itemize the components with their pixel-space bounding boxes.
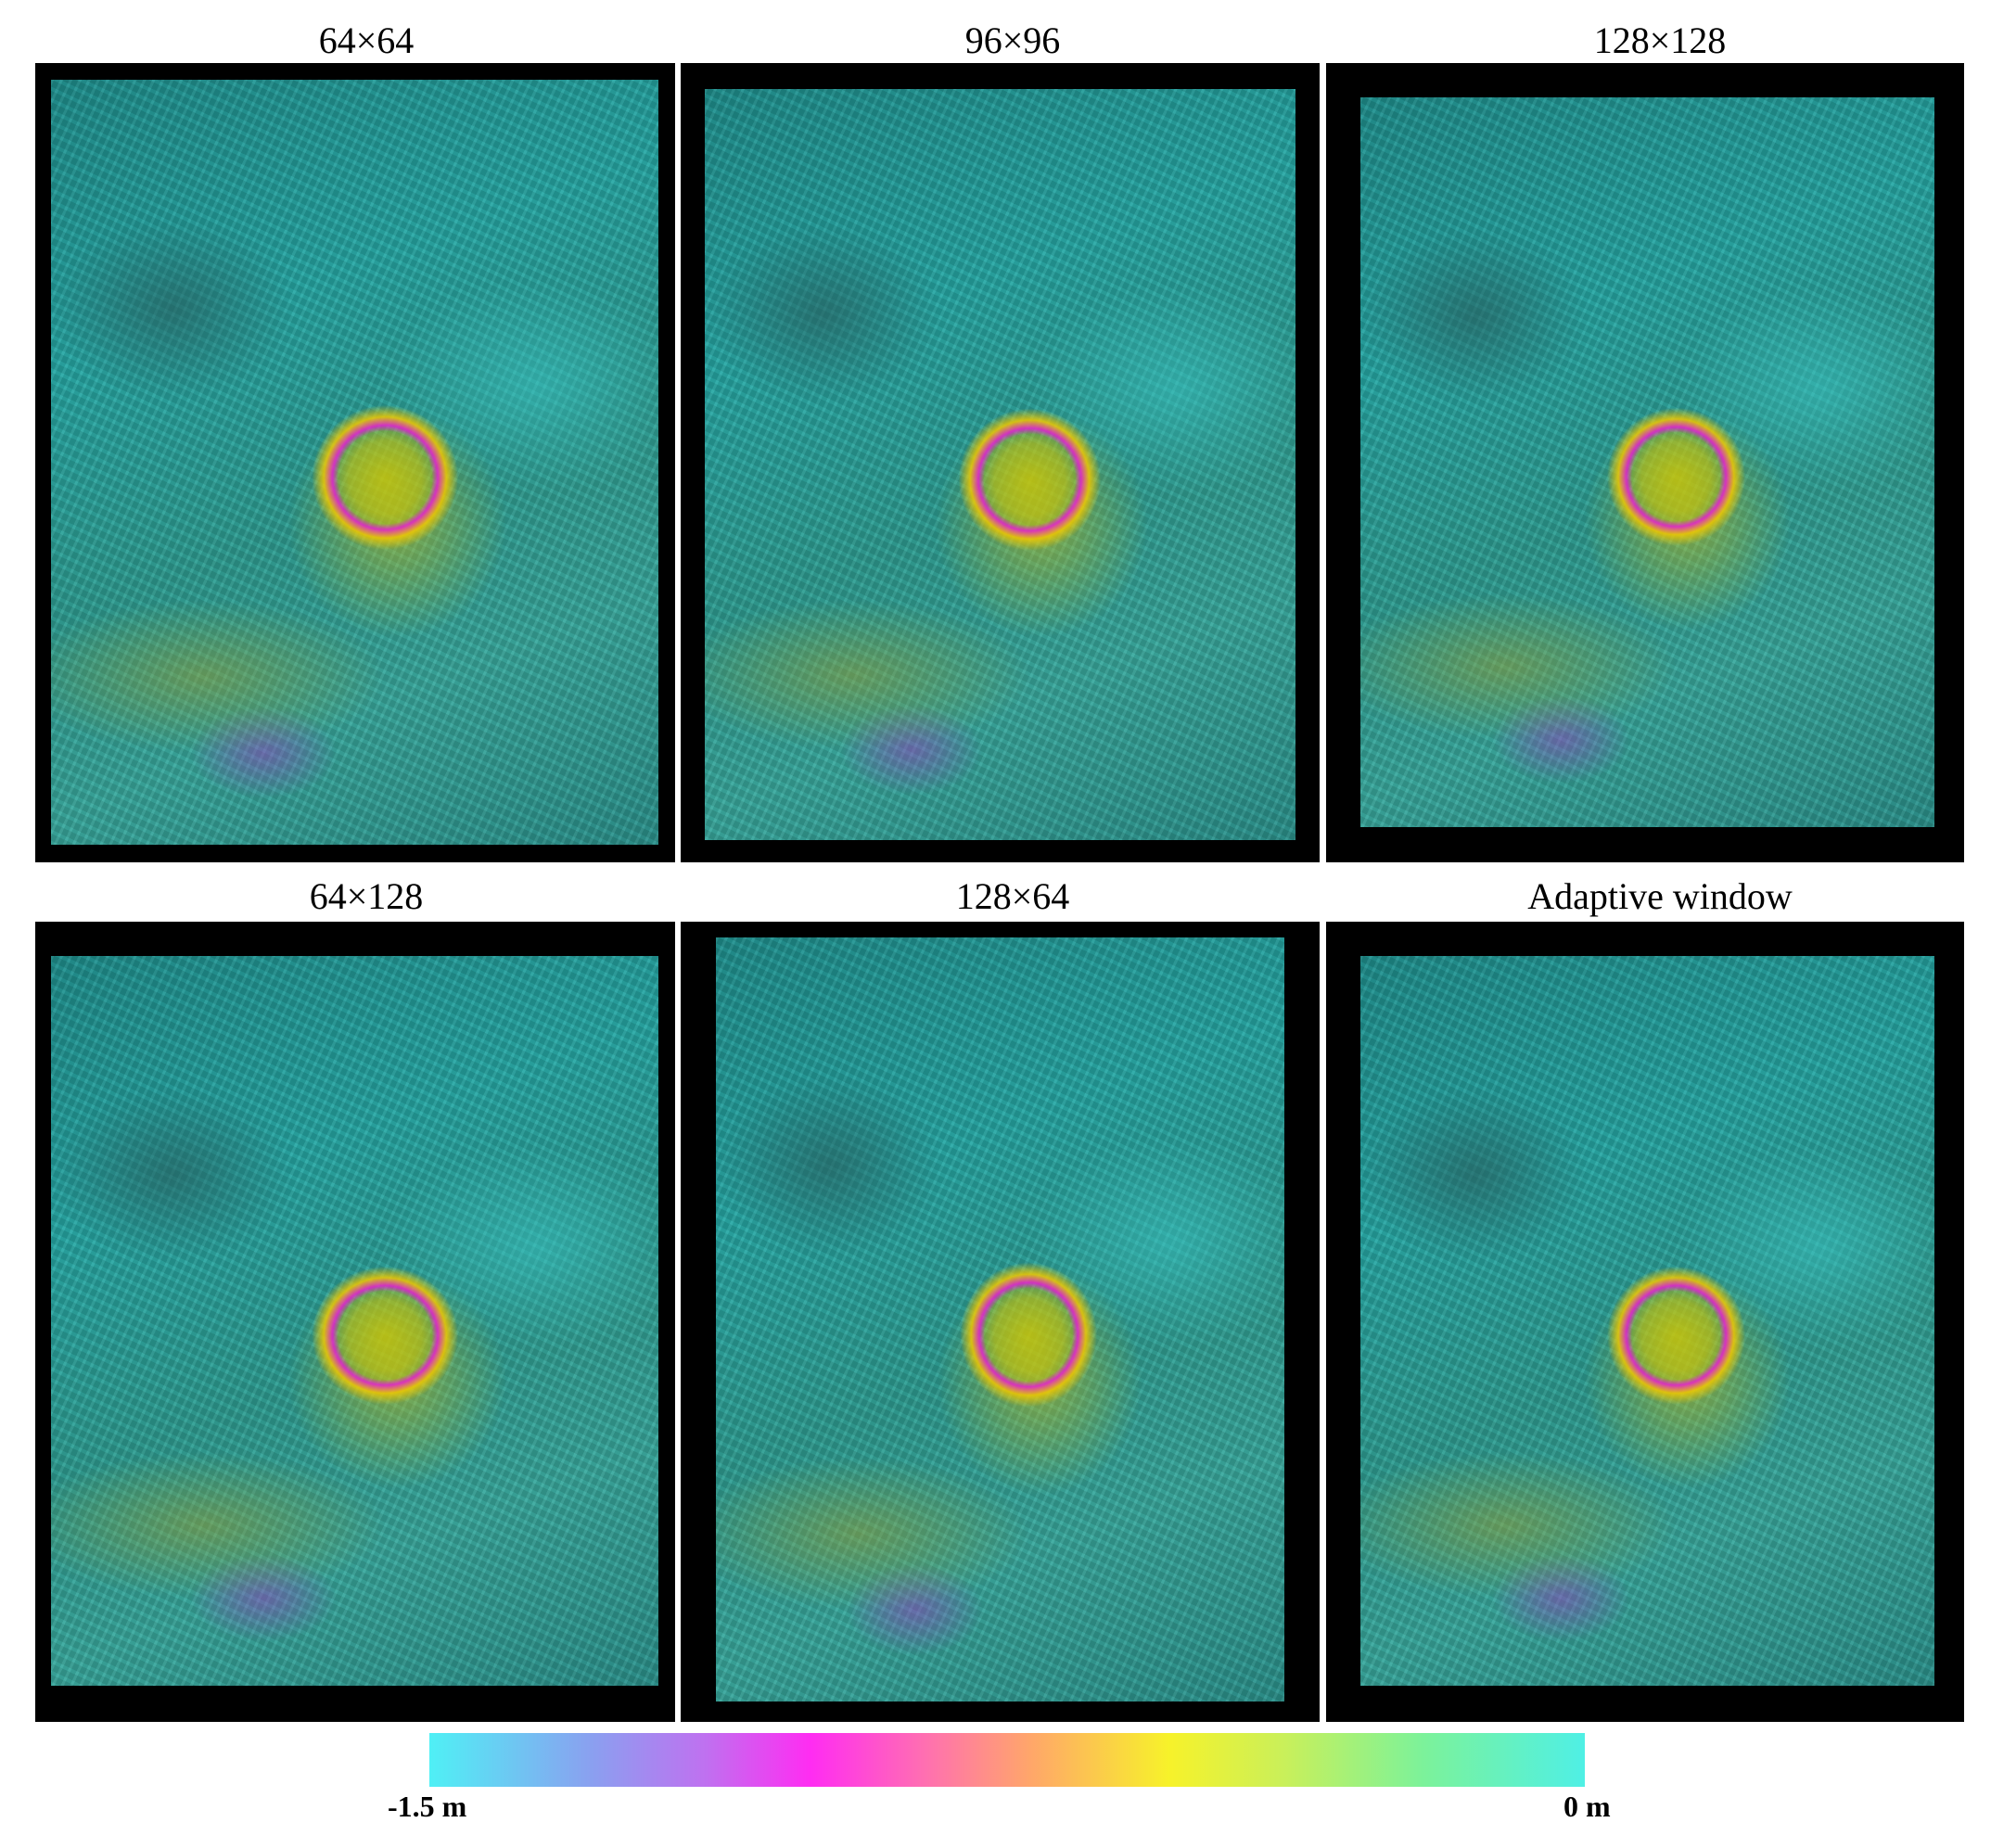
panel-frame-3 xyxy=(1326,63,1964,862)
panel-frame-5 xyxy=(681,922,1320,1722)
panel-title-6: Adaptive window xyxy=(1527,875,1793,917)
colorbar-max-label: 0 m xyxy=(1563,1790,1611,1823)
panel-title-5: 128×64 xyxy=(955,875,1070,917)
panel-title-4: 64×128 xyxy=(309,875,424,917)
panel-frame-4 xyxy=(35,922,675,1722)
panel-frame-2 xyxy=(681,63,1320,862)
colorbar xyxy=(429,1733,1585,1787)
deformation-map-5 xyxy=(716,937,1284,1701)
panel-frame-6 xyxy=(1326,922,1964,1722)
deformation-map-1 xyxy=(51,80,658,845)
panel-title-3: 128×128 xyxy=(1593,19,1727,61)
deformation-map-6 xyxy=(1360,956,1934,1686)
panel-frame-1 xyxy=(35,63,675,862)
colorbar-min-label: -1.5 m xyxy=(388,1790,467,1823)
deformation-map-3 xyxy=(1360,97,1934,827)
panel-title-2: 96×96 xyxy=(964,19,1061,61)
deformation-map-2 xyxy=(705,89,1295,840)
deformation-map-4 xyxy=(51,956,658,1686)
panel-title-1: 64×64 xyxy=(318,19,415,61)
